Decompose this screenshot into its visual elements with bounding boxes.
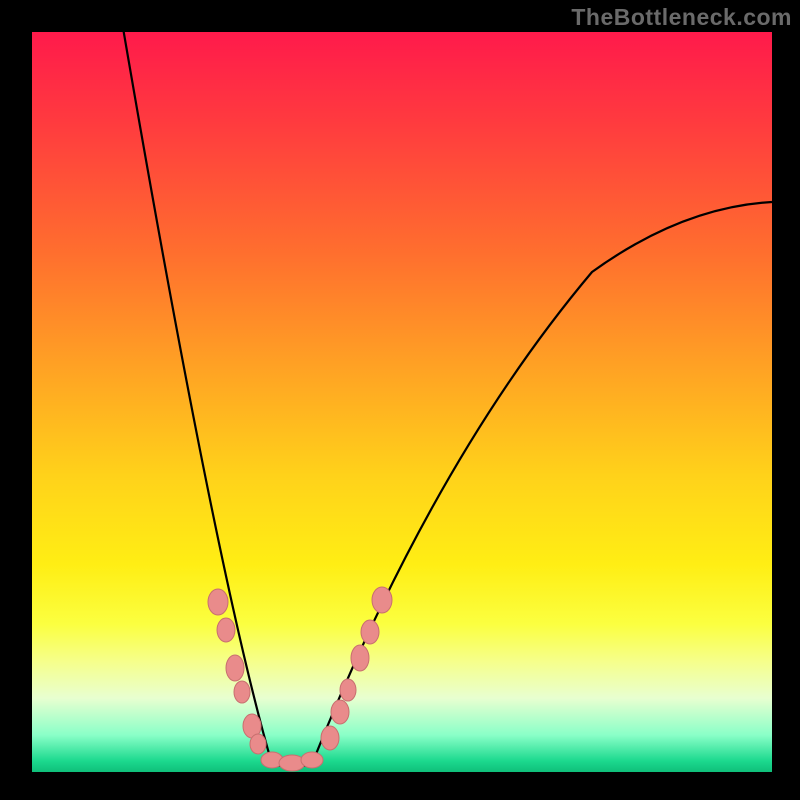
bottleneck-curve	[32, 32, 772, 772]
v-curve-path	[122, 32, 772, 767]
curve-marker	[340, 679, 356, 701]
curve-marker	[226, 655, 244, 681]
curve-marker	[234, 681, 250, 703]
curve-marker	[250, 734, 266, 754]
curve-marker	[217, 618, 235, 642]
chart-canvas: TheBottleneck.com	[0, 0, 800, 800]
watermark-text: TheBottleneck.com	[571, 4, 792, 31]
curve-marker	[321, 726, 339, 750]
curve-marker	[372, 587, 392, 613]
curve-marker	[208, 589, 228, 615]
curve-marker	[301, 752, 323, 768]
curve-marker	[331, 700, 349, 724]
curve-marker	[351, 645, 369, 671]
plot-area	[32, 32, 772, 772]
curve-marker	[361, 620, 379, 644]
